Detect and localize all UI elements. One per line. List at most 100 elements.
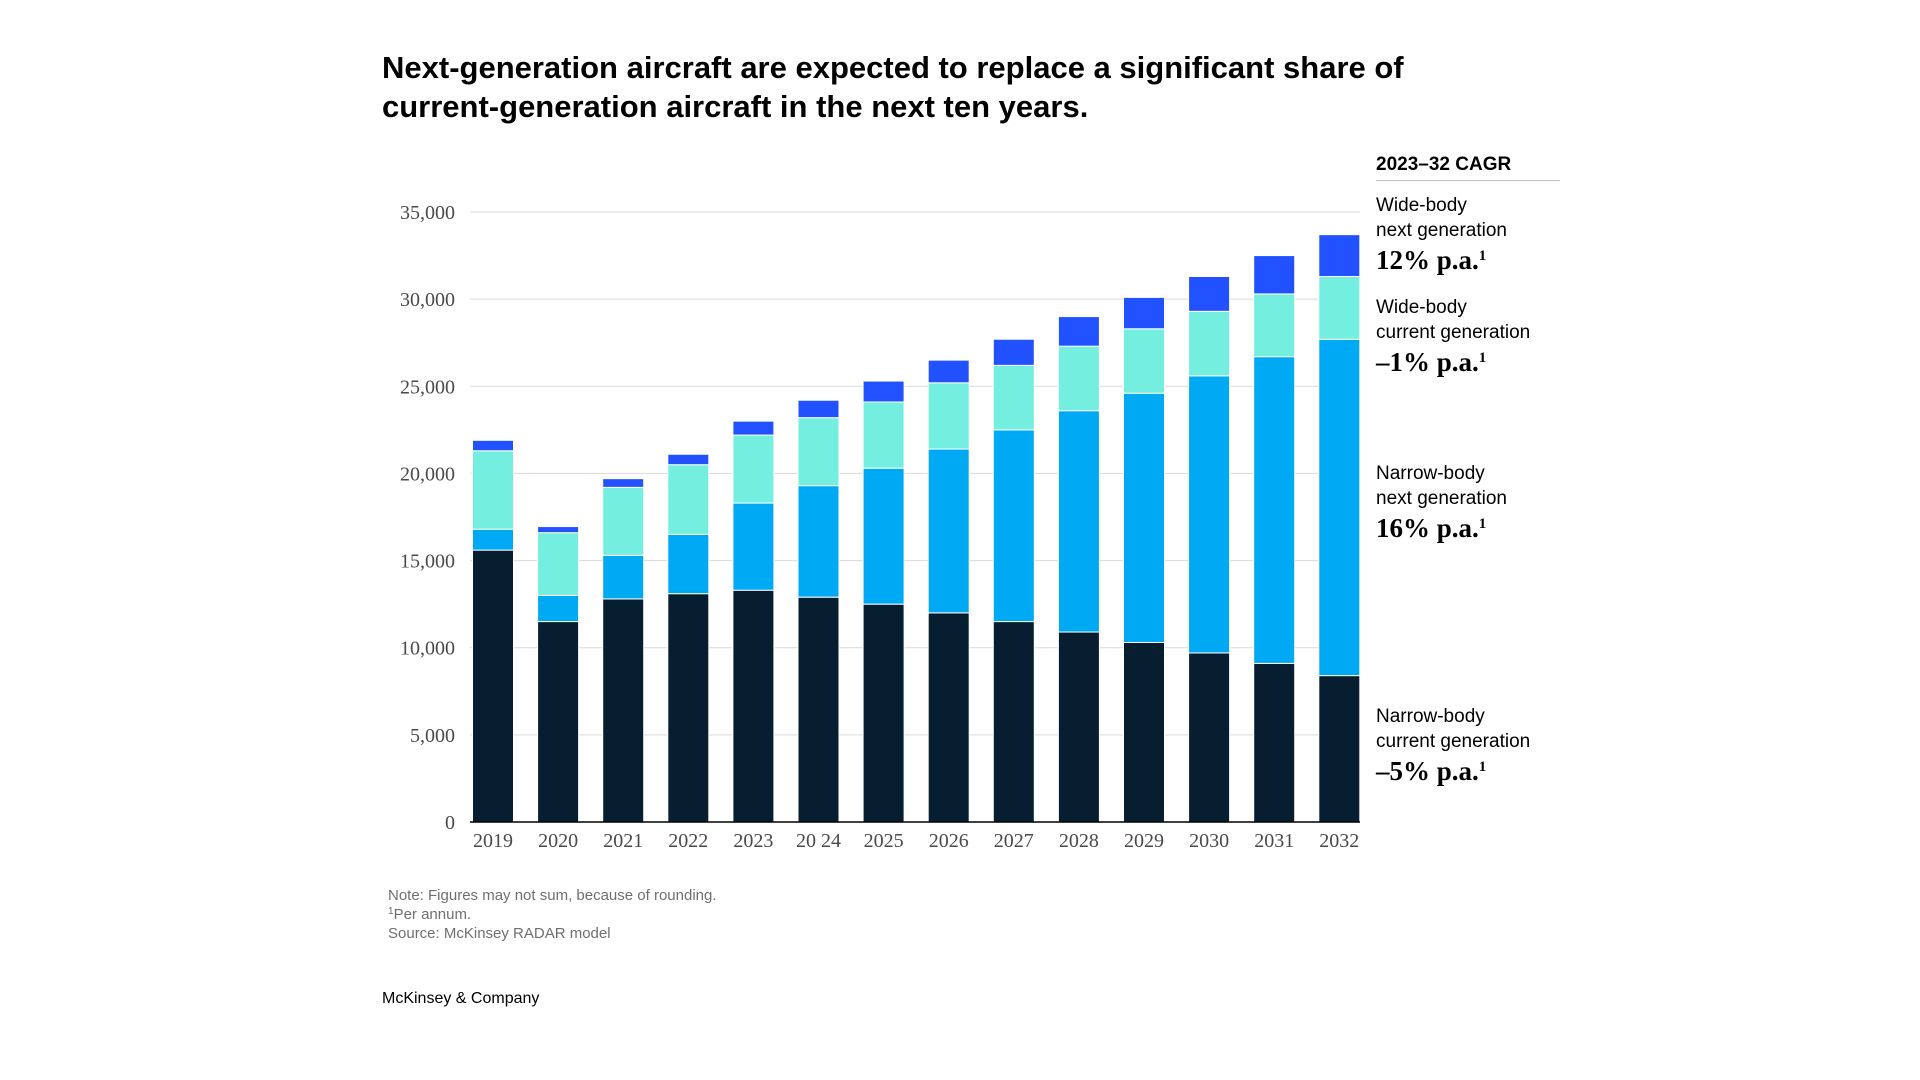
bar-segment-narrow-next <box>797 485 840 598</box>
bar-segment-wide-next <box>927 359 970 384</box>
legend-item-narrow-current: Narrow-body current generation –5% p.a.1 <box>1376 704 1576 788</box>
bar-segment-wide-current <box>797 417 840 487</box>
y-tick-label: 25,000 <box>400 376 455 398</box>
bar-segment-narrow-current <box>927 612 970 823</box>
bar-segment-narrow-current <box>1253 662 1296 823</box>
x-tick-label: 2028 <box>1059 830 1099 852</box>
legend-item-wide-next: Wide-body next generation 12% p.a.1 <box>1376 193 1576 277</box>
y-tick-label: 0 <box>445 812 455 834</box>
bar-segment-wide-next <box>1188 275 1231 312</box>
bar-segment-narrow-next <box>1123 392 1165 643</box>
y-tick-label: 15,000 <box>400 551 455 573</box>
x-tick-label: 2022 <box>668 830 708 852</box>
x-tick-label: 2025 <box>864 830 904 852</box>
y-tick-label: 5,000 <box>410 725 455 747</box>
bar-segment-wide-next <box>862 380 905 403</box>
bar-segment-narrow-current <box>862 603 905 823</box>
bar-segment-narrow-next <box>602 554 645 600</box>
bar-segment-narrow-next <box>472 528 514 551</box>
x-axis-ticks: 2019 2020 2021 2022 2023 20 24 2025 2026 2027 202… <box>473 830 1359 852</box>
y-tick-label: 30,000 <box>400 289 455 311</box>
source-text: Source: McKinsey RADAR model <box>388 925 611 942</box>
bar-segment-narrow-next <box>1318 338 1361 677</box>
note-text: Note: Figures may not sum, because of ro… <box>388 887 717 904</box>
bar-segment-narrow-next <box>927 448 970 614</box>
legend-cagr-value: –1% p.a.1 <box>1376 347 1487 377</box>
bar-segment-narrow-current <box>992 621 1035 823</box>
x-tick-label: 2023 <box>733 830 773 852</box>
legend-label: Wide-body next generation <box>1376 195 1507 241</box>
bar-segment-wide-next <box>1123 296 1165 330</box>
bar-segment-narrow-current <box>602 598 645 823</box>
bar-segment-narrow-next <box>1057 410 1100 633</box>
x-tick-label: 2030 <box>1189 830 1229 852</box>
bar-segment-wide-current <box>992 364 1035 431</box>
y-tick-label: 10,000 <box>400 638 455 660</box>
legend-item-narrow-next: Narrow-body next generation 16% p.a.1 <box>1376 461 1576 545</box>
bar-segment-wide-current <box>1057 345 1100 412</box>
x-tick-label: 2020 <box>538 830 578 852</box>
y-axis-ticks: 0 5,000 10,000 15,000 20,000 25,000 30,000 35,0… <box>400 202 455 834</box>
chart-notes: Note: Figures may not sum, because of ro… <box>388 886 717 943</box>
bar-segment-narrow-next <box>992 429 1035 623</box>
bar-segment-wide-current <box>1188 310 1231 377</box>
bar-segment-wide-next <box>1318 234 1361 277</box>
x-tick-label: 20 24 <box>796 830 841 852</box>
bar-segment-narrow-next <box>1253 356 1296 664</box>
bar-segment-narrow-next <box>667 533 710 595</box>
bars <box>472 234 1361 823</box>
legend-label: Wide-body current generation <box>1376 297 1531 343</box>
bar-segment-narrow-current <box>667 593 710 823</box>
x-tick-label: 2032 <box>1319 830 1359 852</box>
bar-segment-wide-current <box>472 450 514 530</box>
bar-segment-wide-next <box>992 338 1035 366</box>
x-tick-label: 2029 <box>1124 830 1164 852</box>
x-tick-label: 2021 <box>603 830 643 852</box>
legend-cagr-value: 16% p.a.1 <box>1376 513 1487 543</box>
bar-segment-wide-next <box>1253 255 1296 295</box>
bar-segment-wide-current <box>602 486 645 556</box>
bar-segment-narrow-current <box>732 589 775 823</box>
bar-segment-wide-next <box>602 478 645 488</box>
bar-segment-narrow-current <box>797 596 840 823</box>
bar-segment-narrow-next <box>1188 375 1231 654</box>
legend-label: Narrow-body current generation <box>1376 706 1531 752</box>
bar-segment-narrow-current <box>472 549 514 823</box>
bar-segment-wide-next <box>1057 316 1100 347</box>
bar-segment-narrow-current <box>1057 631 1100 823</box>
bar-segment-wide-next <box>472 439 514 452</box>
legend-item-wide-current: Wide-body current generation –1% p.a.1 <box>1376 295 1576 379</box>
bar-segment-wide-current <box>732 434 775 504</box>
chart-title: Next-generation aircraft are expected to… <box>382 50 1404 124</box>
legend-cagr-value: 12% p.a.1 <box>1376 245 1487 275</box>
brand-label: McKinsey & Company <box>382 990 540 1007</box>
bar-segment-narrow-current <box>1318 675 1361 823</box>
bar-segment-narrow-next <box>862 467 905 605</box>
x-tick-label: 2026 <box>929 830 969 852</box>
bar-segment-wide-current <box>1253 293 1296 358</box>
bar-segment-wide-next <box>537 526 580 534</box>
y-tick-label: 35,000 <box>400 202 455 224</box>
bar-segment-wide-current <box>667 464 710 535</box>
bar-segment-wide-next <box>797 399 840 419</box>
bar-segment-narrow-current <box>1123 641 1165 823</box>
y-tick-label: 20,000 <box>400 463 455 485</box>
legend-cagr-value: –5% p.a.1 <box>1376 756 1487 786</box>
bar-segment-wide-current <box>537 532 580 596</box>
footnote-text: 1Per annum. <box>388 906 472 923</box>
bar-segment-narrow-current <box>1188 652 1231 823</box>
bar-segment-narrow-next <box>732 502 775 591</box>
bar-segment-wide-current <box>927 382 970 450</box>
bar-segment-narrow-current <box>537 621 580 823</box>
x-tick-label: 2031 <box>1254 830 1294 852</box>
bar-segment-wide-next <box>732 420 775 436</box>
bar-segment-wide-current <box>1123 328 1165 394</box>
legend-heading: 2023–32 CAGR <box>1376 154 1560 181</box>
bar-segment-wide-current <box>862 401 905 469</box>
legend-label: Narrow-body next generation <box>1376 463 1507 509</box>
bar-segment-wide-next <box>667 453 710 466</box>
bar-segment-narrow-next <box>537 594 580 623</box>
bar-segment-wide-current <box>1318 275 1361 340</box>
x-tick-label: 2019 <box>473 830 513 852</box>
